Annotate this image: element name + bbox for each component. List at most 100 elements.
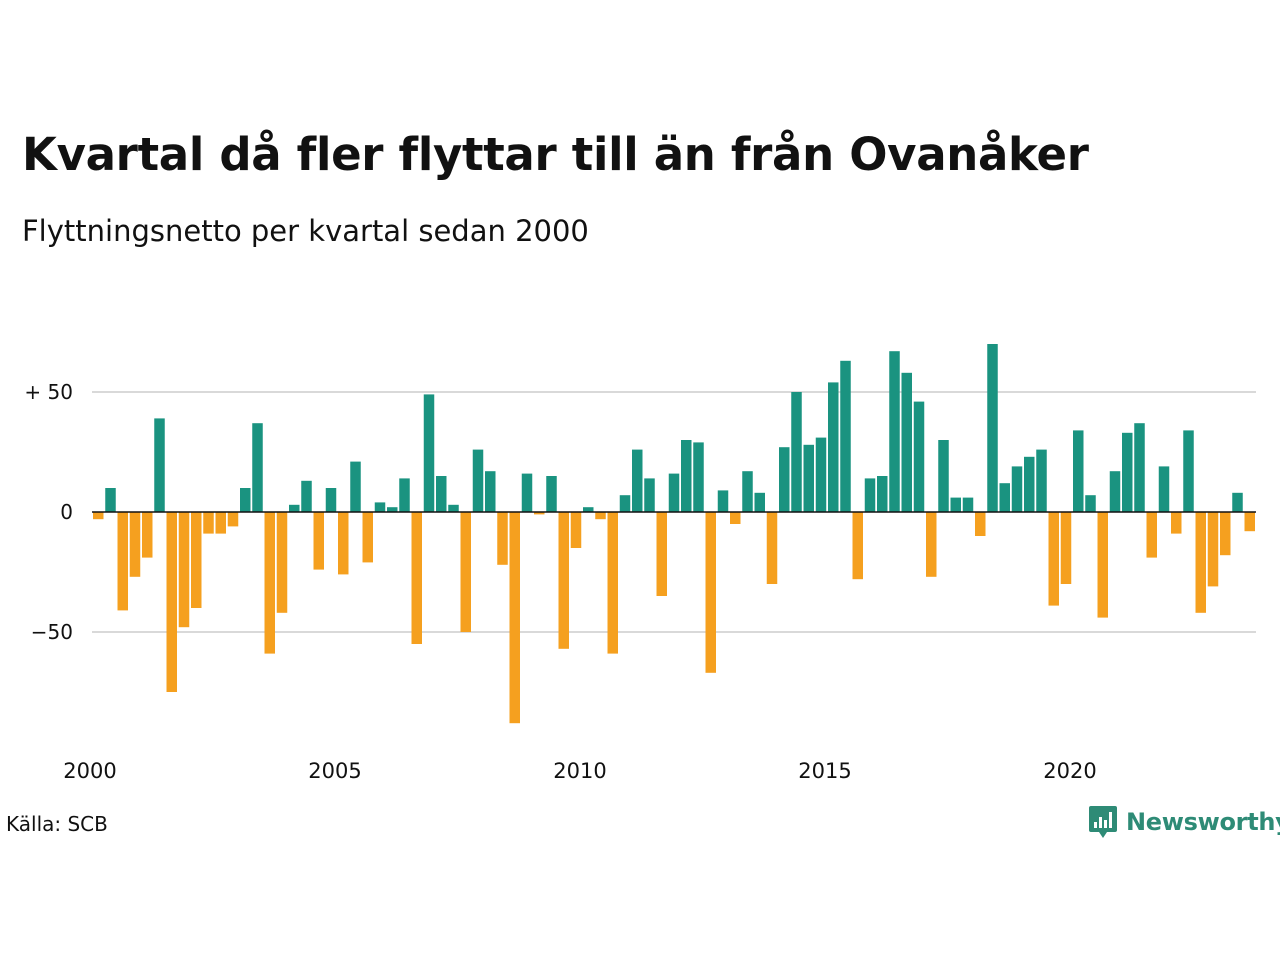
bar bbox=[1244, 512, 1255, 532]
bar bbox=[595, 512, 606, 520]
bar bbox=[362, 512, 373, 563]
bar bbox=[472, 449, 484, 512]
bar bbox=[852, 512, 863, 580]
bar bbox=[693, 442, 704, 512]
y-tick-label: 0 bbox=[60, 500, 73, 524]
bar bbox=[632, 449, 643, 512]
bar bbox=[926, 512, 937, 577]
bar bbox=[1036, 449, 1047, 512]
bar bbox=[166, 512, 177, 692]
bar bbox=[1232, 492, 1243, 512]
bar bbox=[509, 512, 520, 724]
bar bbox=[1048, 512, 1059, 606]
newsworthy-logo-text: Newsworthy bbox=[1126, 808, 1280, 836]
bar bbox=[350, 461, 361, 512]
x-tick-label: 2020 bbox=[1043, 759, 1096, 783]
bar bbox=[129, 512, 141, 577]
bar bbox=[142, 512, 153, 558]
bar bbox=[289, 504, 300, 512]
bar bbox=[619, 495, 631, 512]
bar bbox=[889, 351, 900, 512]
bar bbox=[1134, 423, 1145, 512]
bar bbox=[1207, 512, 1219, 587]
bar bbox=[448, 504, 459, 512]
bar bbox=[191, 512, 202, 608]
bar bbox=[1195, 512, 1206, 613]
chart-title: Kvartal då fler flyttar till än från Ova… bbox=[22, 128, 1089, 181]
bar bbox=[644, 478, 655, 512]
bar bbox=[240, 488, 251, 512]
bar bbox=[705, 512, 716, 673]
bar bbox=[117, 512, 128, 611]
bar bbox=[93, 512, 104, 520]
y-tick-label: −50 bbox=[31, 620, 73, 644]
bar bbox=[987, 344, 998, 512]
bar bbox=[1158, 466, 1170, 512]
bar bbox=[411, 512, 422, 644]
y-tick-label: + 50 bbox=[24, 380, 73, 404]
bar bbox=[497, 512, 508, 565]
bar bbox=[1122, 432, 1133, 512]
bar bbox=[1220, 512, 1231, 556]
bar bbox=[742, 471, 753, 512]
bar bbox=[252, 423, 263, 512]
bar bbox=[1085, 495, 1096, 512]
bar bbox=[999, 483, 1010, 512]
bar bbox=[1183, 430, 1194, 512]
chart-subtitle: Flyttningsnetto per kvartal sedan 2000 bbox=[22, 214, 589, 248]
bar bbox=[791, 392, 802, 512]
bar bbox=[656, 512, 667, 596]
bar bbox=[423, 394, 435, 512]
x-tick-label: 2005 bbox=[308, 759, 361, 783]
bar bbox=[730, 512, 741, 524]
bar bbox=[815, 437, 827, 512]
bar bbox=[399, 478, 410, 512]
bar bbox=[215, 512, 226, 534]
bar bbox=[338, 512, 349, 575]
bar bbox=[975, 512, 986, 536]
x-tick-label: 2000 bbox=[63, 759, 116, 783]
x-tick-label: 2010 bbox=[553, 759, 606, 783]
bar bbox=[1146, 512, 1157, 558]
bar bbox=[1097, 512, 1108, 618]
bar bbox=[754, 492, 765, 512]
bar bbox=[264, 512, 275, 654]
x-tick-label: 2015 bbox=[798, 759, 851, 783]
bar bbox=[546, 476, 557, 512]
source-note: Källa: SCB bbox=[6, 812, 108, 836]
bar bbox=[276, 512, 288, 613]
bar bbox=[877, 476, 888, 512]
bar bbox=[717, 490, 729, 512]
bar bbox=[668, 473, 680, 512]
bar bbox=[607, 512, 618, 654]
bar bbox=[534, 512, 545, 515]
bar bbox=[1109, 471, 1121, 512]
bar bbox=[154, 418, 165, 512]
bar bbox=[1060, 512, 1072, 584]
bar bbox=[436, 476, 447, 512]
bar bbox=[203, 512, 214, 534]
bar bbox=[105, 488, 116, 512]
bar bbox=[779, 447, 790, 512]
bar bbox=[913, 401, 925, 512]
bar bbox=[325, 488, 337, 512]
bar bbox=[1073, 430, 1084, 512]
bar bbox=[485, 471, 496, 512]
bar bbox=[313, 512, 324, 570]
bar bbox=[950, 497, 961, 512]
bar bbox=[583, 507, 594, 512]
bar bbox=[1024, 456, 1035, 512]
bar bbox=[766, 512, 778, 584]
bar bbox=[521, 473, 533, 512]
bar bbox=[828, 382, 839, 512]
bar bbox=[1011, 466, 1023, 512]
bar bbox=[962, 497, 974, 512]
bar bbox=[901, 372, 912, 512]
bar bbox=[558, 512, 569, 649]
bar bbox=[570, 512, 582, 548]
bar bbox=[938, 440, 949, 512]
bar bbox=[301, 480, 312, 512]
bar bbox=[1171, 512, 1182, 534]
newsworthy-logo: Newsworthy bbox=[1088, 804, 1280, 840]
